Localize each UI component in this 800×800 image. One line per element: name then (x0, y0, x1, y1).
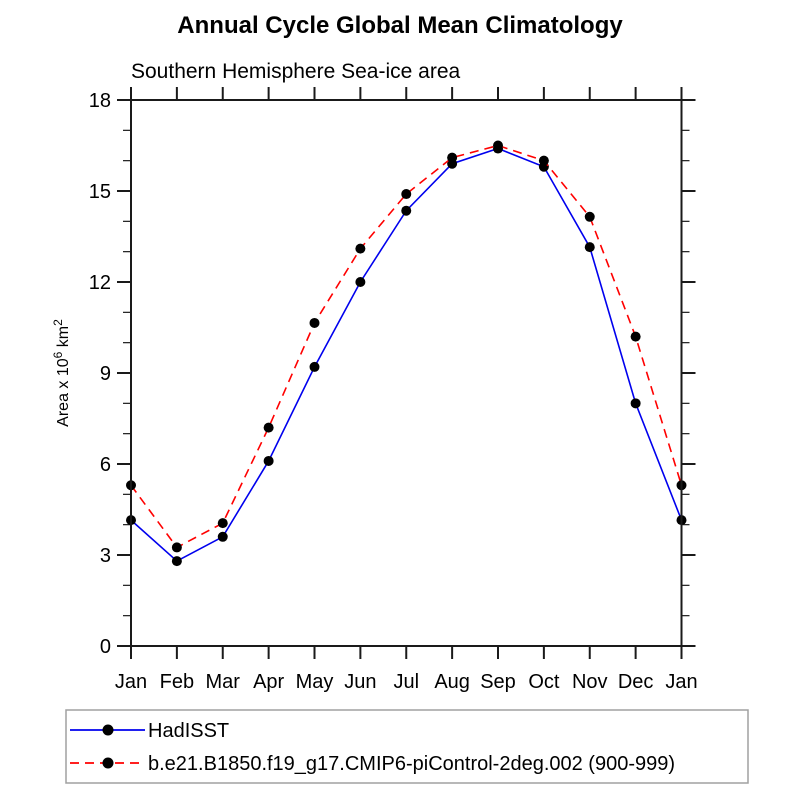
y-tick-label: 3 (100, 545, 111, 567)
hadisst-marker (355, 277, 366, 287)
legend-label-hadisst: HadISST (148, 720, 229, 742)
legend-marker-sample (102, 757, 114, 769)
hadisst-marker (263, 455, 274, 466)
axis-ticks (117, 87, 696, 659)
y-axis-label: Area x 106 km2 (51, 319, 72, 427)
y-tick-label: 15 (89, 181, 111, 203)
y-tick-label: 6 (100, 454, 111, 476)
y-tick-label: 0 (100, 636, 111, 658)
x-tick-label: Jul (393, 671, 419, 693)
hadisst-marker (217, 531, 228, 542)
x-tick-label: Aug (434, 671, 470, 693)
model-marker (401, 189, 412, 200)
x-tick-label: Jan (665, 671, 697, 693)
x-tick-label: Mar (206, 671, 241, 693)
hadisst-marker (401, 205, 412, 216)
legend-marker-sample (102, 724, 114, 736)
x-tick-label: Apr (253, 671, 284, 693)
x-tick-label: Oct (528, 671, 560, 693)
plot-border (130, 99, 683, 647)
x-tick-label: Sep (480, 671, 516, 693)
model-marker (217, 518, 228, 529)
x-tick-label: Nov (572, 671, 608, 693)
x-tick-label: Feb (160, 671, 194, 693)
hadisst-marker (309, 361, 320, 372)
legend-label-model: b.e21.B1850.f19_g17.CMIP6-piControl-2deg… (148, 753, 675, 775)
axis-tick-labels: 0 3 6 9 12 15 18 Jan Feb Mar Apr May Jun Jul Aug Sep Oct… (89, 90, 698, 693)
y-tick-label: 9 (100, 363, 111, 385)
model-marker (263, 422, 274, 433)
chart-title: Annual Cycle Global Mean Climatology (177, 12, 623, 39)
chart-subtitle: Southern Hemisphere Sea-ice area (131, 60, 461, 83)
legend-box (65, 709, 749, 784)
model-marker (584, 211, 595, 222)
data-series (126, 140, 687, 567)
model-marker (493, 140, 503, 151)
x-tick-label: Jun (344, 671, 376, 693)
x-tick-label: Jan (115, 671, 147, 693)
model-marker (171, 542, 182, 553)
model-marker (630, 331, 641, 342)
model-marker (355, 243, 366, 254)
legend: HadISST b.e21.B1850.f19_g17.CMIP6-piContr… (65, 709, 749, 784)
x-tick-label: Dec (618, 671, 654, 693)
y-tick-label: 18 (89, 90, 111, 112)
plot-frame (130, 99, 683, 647)
model-marker (309, 317, 320, 328)
hadisst-marker (171, 556, 182, 567)
hadisst-marker (584, 242, 595, 253)
hadisst-marker (630, 398, 641, 409)
x-tick-label: May (296, 671, 334, 693)
model-marker (447, 152, 458, 163)
model-marker (538, 155, 549, 166)
y-tick-label: 12 (89, 272, 111, 294)
